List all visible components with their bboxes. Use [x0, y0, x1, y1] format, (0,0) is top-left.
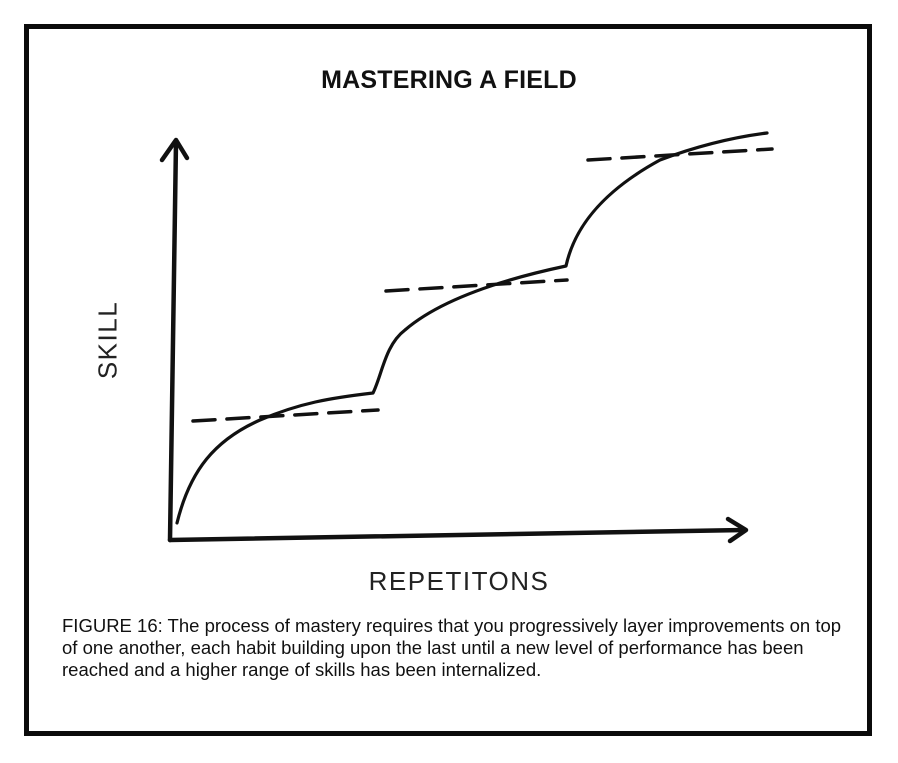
x-axis-label: REPETITONS: [368, 566, 550, 596]
figure-caption: FIGURE 16: The process of mastery requir…: [62, 615, 842, 680]
x-axis: [167, 527, 747, 543]
x-axis-arrowhead: [725, 516, 749, 544]
skill-curve: [175, 131, 769, 525]
plateau-line-3: [586, 147, 774, 162]
plateau-line-2: [384, 278, 569, 293]
y-axis-label-text: SKILL: [92, 300, 123, 380]
figure-title: MASTERING A FIELD: [321, 66, 577, 94]
y-axis-arrowhead: [159, 137, 190, 163]
y-axis: [167, 139, 179, 543]
plateau-line-1: [191, 408, 380, 423]
figure-frame: [24, 24, 872, 736]
